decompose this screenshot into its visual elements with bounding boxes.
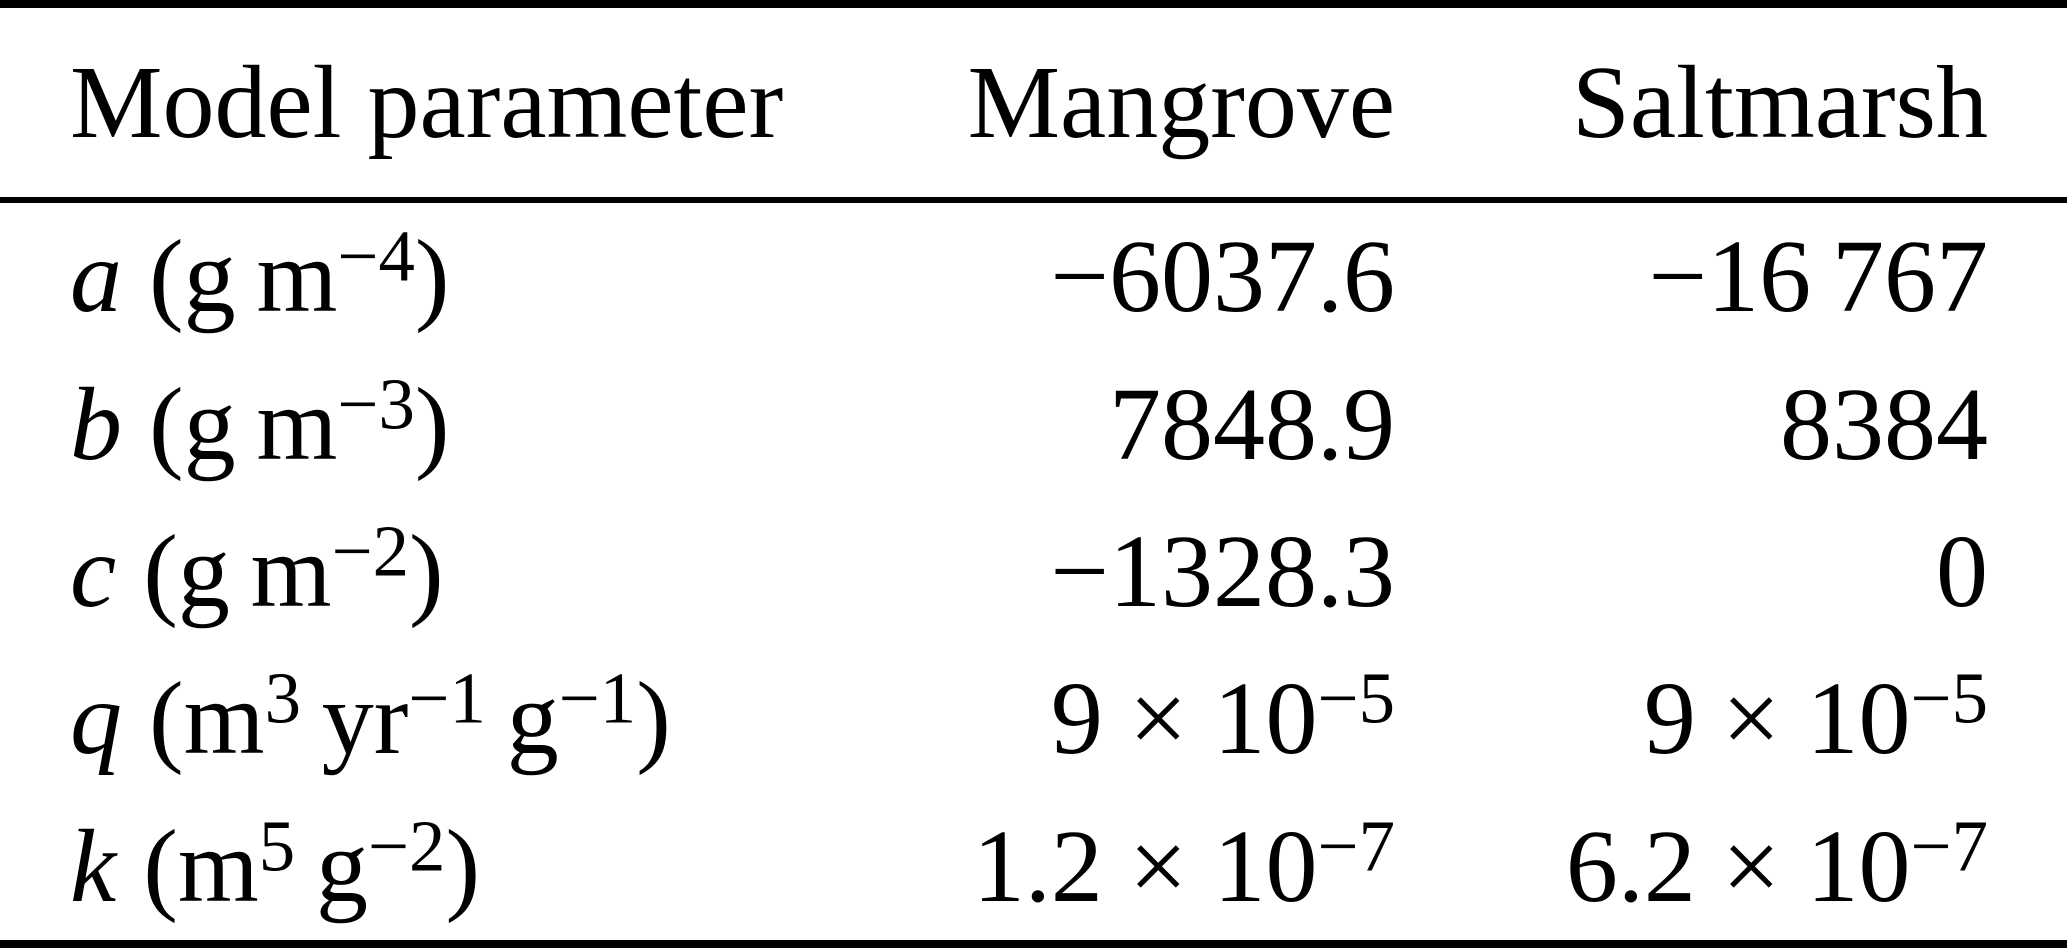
table-row-k: k (m5 g−2) 1.2 × 10−7 6.2 × 10−7	[0, 793, 2067, 940]
saltmarsh-value: 0	[1936, 513, 1988, 629]
table-header-row: Model parameter Mangrove Saltmarsh	[0, 8, 2067, 197]
param-label: b (g m−3)	[0, 365, 960, 484]
saltmarsh-value: −16 767	[1648, 219, 1988, 335]
saltmarsh-value: 8384	[1780, 366, 1988, 482]
mangrove-value: 9 × 10−5	[1050, 657, 1395, 777]
column-header-mangrove: Mangrove	[967, 45, 1395, 160]
param-label: c (g m−2)	[0, 512, 960, 631]
header-separator-rule	[0, 197, 2067, 203]
param-symbol: q	[70, 661, 122, 777]
param-unit: (m3 yr−1 g−1)	[149, 657, 671, 777]
table-row-c: c (g m−2) −1328.3 0	[0, 498, 2067, 645]
mangrove-value: −1328.3	[1050, 513, 1395, 629]
bottom-rule	[0, 939, 2067, 948]
param-unit: (m5 g−2)	[143, 805, 481, 924]
param-symbol: c	[70, 513, 117, 629]
mangrove-value: 7848.9	[1109, 366, 1395, 482]
top-rule	[0, 0, 2067, 8]
mangrove-value: 1.2 × 10−7	[972, 805, 1395, 924]
table-row-q: q (m3 yr−1 g−1) 9 × 10−5 9 × 10−5	[0, 645, 2067, 792]
param-symbol: k	[70, 808, 117, 924]
param-label: q (m3 yr−1 g−1)	[0, 659, 960, 778]
table-row-b: b (g m−3) 7848.9 8384	[0, 350, 2067, 497]
param-symbol: a	[70, 219, 122, 335]
param-label: a (g m−4)	[0, 217, 960, 336]
param-unit: (g m−2)	[143, 510, 444, 629]
param-unit: (g m−4)	[149, 215, 450, 335]
column-header-saltmarsh: Saltmarsh	[1572, 45, 1988, 160]
table-row-a: a (g m−4) −6037.6 −16 767	[0, 203, 2067, 350]
saltmarsh-value: 9 × 10−5	[1643, 657, 1988, 777]
param-unit: (g m−3)	[149, 363, 450, 482]
saltmarsh-value: 6.2 × 10−7	[1565, 805, 1988, 924]
table-body: a (g m−4) −6037.6 −16 767 b (g m−3) 7848.9…	[0, 203, 2067, 940]
column-header-model-parameter: Model parameter	[70, 45, 784, 160]
mangrove-value: −6037.6	[1050, 219, 1395, 335]
param-symbol: b	[70, 366, 122, 482]
param-label: k (m5 g−2)	[0, 807, 960, 926]
